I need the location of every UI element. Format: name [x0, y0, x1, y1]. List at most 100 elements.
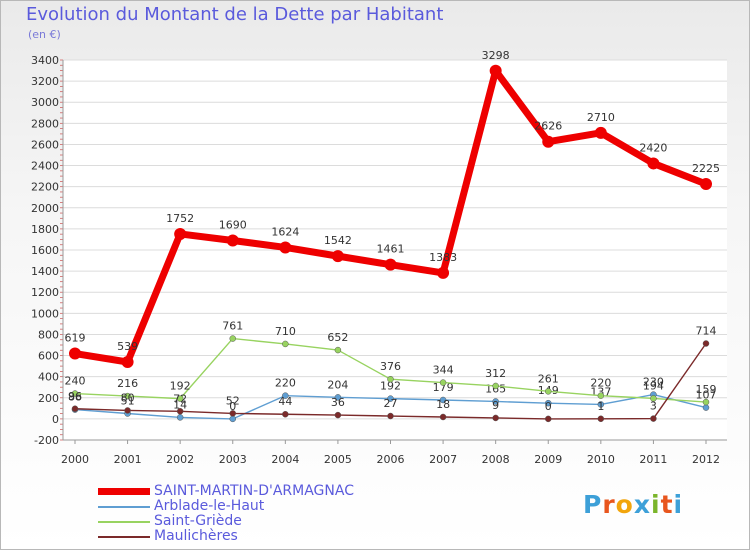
legend-item: Arblade-le-Haut — [98, 499, 354, 514]
data-label: 1461 — [377, 243, 405, 256]
legend-label: SAINT-MARTIN-D'ARMAGNAC — [154, 483, 354, 499]
data-point — [439, 396, 447, 404]
data-point — [176, 414, 184, 421]
data-label: 216 — [117, 377, 138, 390]
logo-letter: x — [633, 490, 651, 519]
data-point — [121, 355, 134, 368]
data-point — [69, 347, 81, 360]
data-point — [387, 375, 394, 383]
x-tick-label: 2001 — [114, 453, 142, 466]
data-label: 2710 — [587, 111, 615, 124]
data-point — [387, 395, 394, 402]
logo-letter: P — [583, 490, 603, 519]
y-tick-label: 2000 — [31, 202, 59, 215]
x-tick-label: 2012 — [692, 453, 720, 466]
data-label: 0 — [229, 400, 236, 413]
x-tick-label: 2005 — [324, 453, 352, 466]
logo-letter: t — [660, 490, 674, 519]
data-label: 761 — [222, 320, 243, 333]
data-point — [124, 392, 131, 400]
data-point — [384, 258, 397, 271]
data-point — [542, 135, 555, 148]
data-point — [650, 395, 657, 402]
data-point — [702, 340, 710, 347]
data-point — [174, 227, 187, 240]
y-tick-label: 200 — [38, 392, 59, 405]
data-label: 3298 — [482, 49, 510, 62]
data-point — [594, 126, 607, 139]
data-label: 619 — [65, 332, 86, 345]
y-tick-label: 600 — [38, 350, 59, 363]
y-tick-label: 1800 — [31, 223, 59, 236]
data-label: 261 — [538, 372, 559, 385]
data-point — [700, 178, 712, 191]
data-label: 18 — [436, 398, 450, 411]
data-label: 194 — [643, 379, 664, 392]
data-label: 3 — [650, 400, 657, 413]
data-label: 230 — [643, 376, 664, 389]
data-label: 2225 — [692, 162, 720, 175]
data-point — [439, 413, 447, 421]
data-label: 1690 — [219, 219, 247, 232]
legend-swatch — [98, 520, 150, 523]
data-label: 0 — [545, 400, 552, 413]
data-label: 376 — [380, 360, 401, 373]
data-point — [71, 390, 79, 397]
data-point — [176, 408, 184, 415]
data-point — [334, 411, 342, 419]
data-label: 72 — [173, 392, 187, 405]
data-label: 36 — [331, 396, 345, 409]
data-label: 539 — [117, 340, 138, 353]
data-point — [489, 64, 502, 77]
data-label: 1383 — [429, 251, 457, 264]
data-label: 2626 — [534, 120, 562, 133]
data-label: 80 — [121, 391, 135, 404]
y-tick-label: 3000 — [31, 96, 59, 109]
x-tick-label: 2004 — [271, 453, 299, 466]
legend-label: Maulichères — [154, 528, 238, 544]
data-label: 51 — [121, 395, 135, 408]
data-point — [229, 415, 236, 423]
data-point — [229, 410, 236, 417]
data-label: 312 — [485, 367, 506, 380]
data-label: 344 — [433, 364, 454, 377]
data-label: 714 — [696, 325, 717, 338]
logo-letter: i — [651, 490, 661, 519]
data-label: 220 — [275, 377, 296, 390]
data-point — [439, 379, 447, 386]
data-point — [437, 266, 450, 279]
data-point — [331, 250, 344, 263]
y-tick-label: 2600 — [31, 138, 59, 151]
y-tick-label: 400 — [38, 371, 59, 384]
y-tick-label: 2200 — [31, 181, 59, 194]
y-tick-label: 0 — [52, 413, 59, 426]
data-label: 52 — [226, 394, 240, 407]
chart-title: Evolution du Montant de la Dette par Hab… — [26, 4, 444, 25]
data-label: 44 — [278, 395, 292, 408]
data-point — [545, 388, 552, 395]
data-point — [545, 415, 552, 423]
legend-item: Maulichères — [98, 529, 354, 544]
legend-label: Arblade-le-Haut — [154, 498, 265, 514]
legend-item: Saint-Griède — [98, 514, 354, 529]
data-point — [597, 401, 605, 408]
data-point — [282, 392, 289, 399]
x-tick-label: 2010 — [587, 453, 615, 466]
data-point — [702, 398, 710, 406]
y-tick-label: 3200 — [31, 75, 59, 88]
proxiti-logo: Proxiti — [583, 490, 683, 519]
y-tick-label: 1600 — [31, 244, 59, 257]
data-label: 159 — [696, 383, 717, 396]
data-label: 1 — [597, 400, 604, 413]
legend-item: SAINT-MARTIN-D'ARMAGNAC — [98, 484, 354, 499]
legend-label: Saint-Griède — [154, 513, 242, 529]
data-point — [650, 415, 657, 422]
data-point — [226, 234, 239, 247]
data-point — [229, 335, 236, 342]
x-tick-label: 2008 — [482, 453, 510, 466]
data-point — [545, 399, 552, 407]
legend-swatch — [98, 505, 150, 508]
y-tick-label: -200 — [34, 434, 59, 447]
data-label: 14 — [173, 398, 187, 411]
